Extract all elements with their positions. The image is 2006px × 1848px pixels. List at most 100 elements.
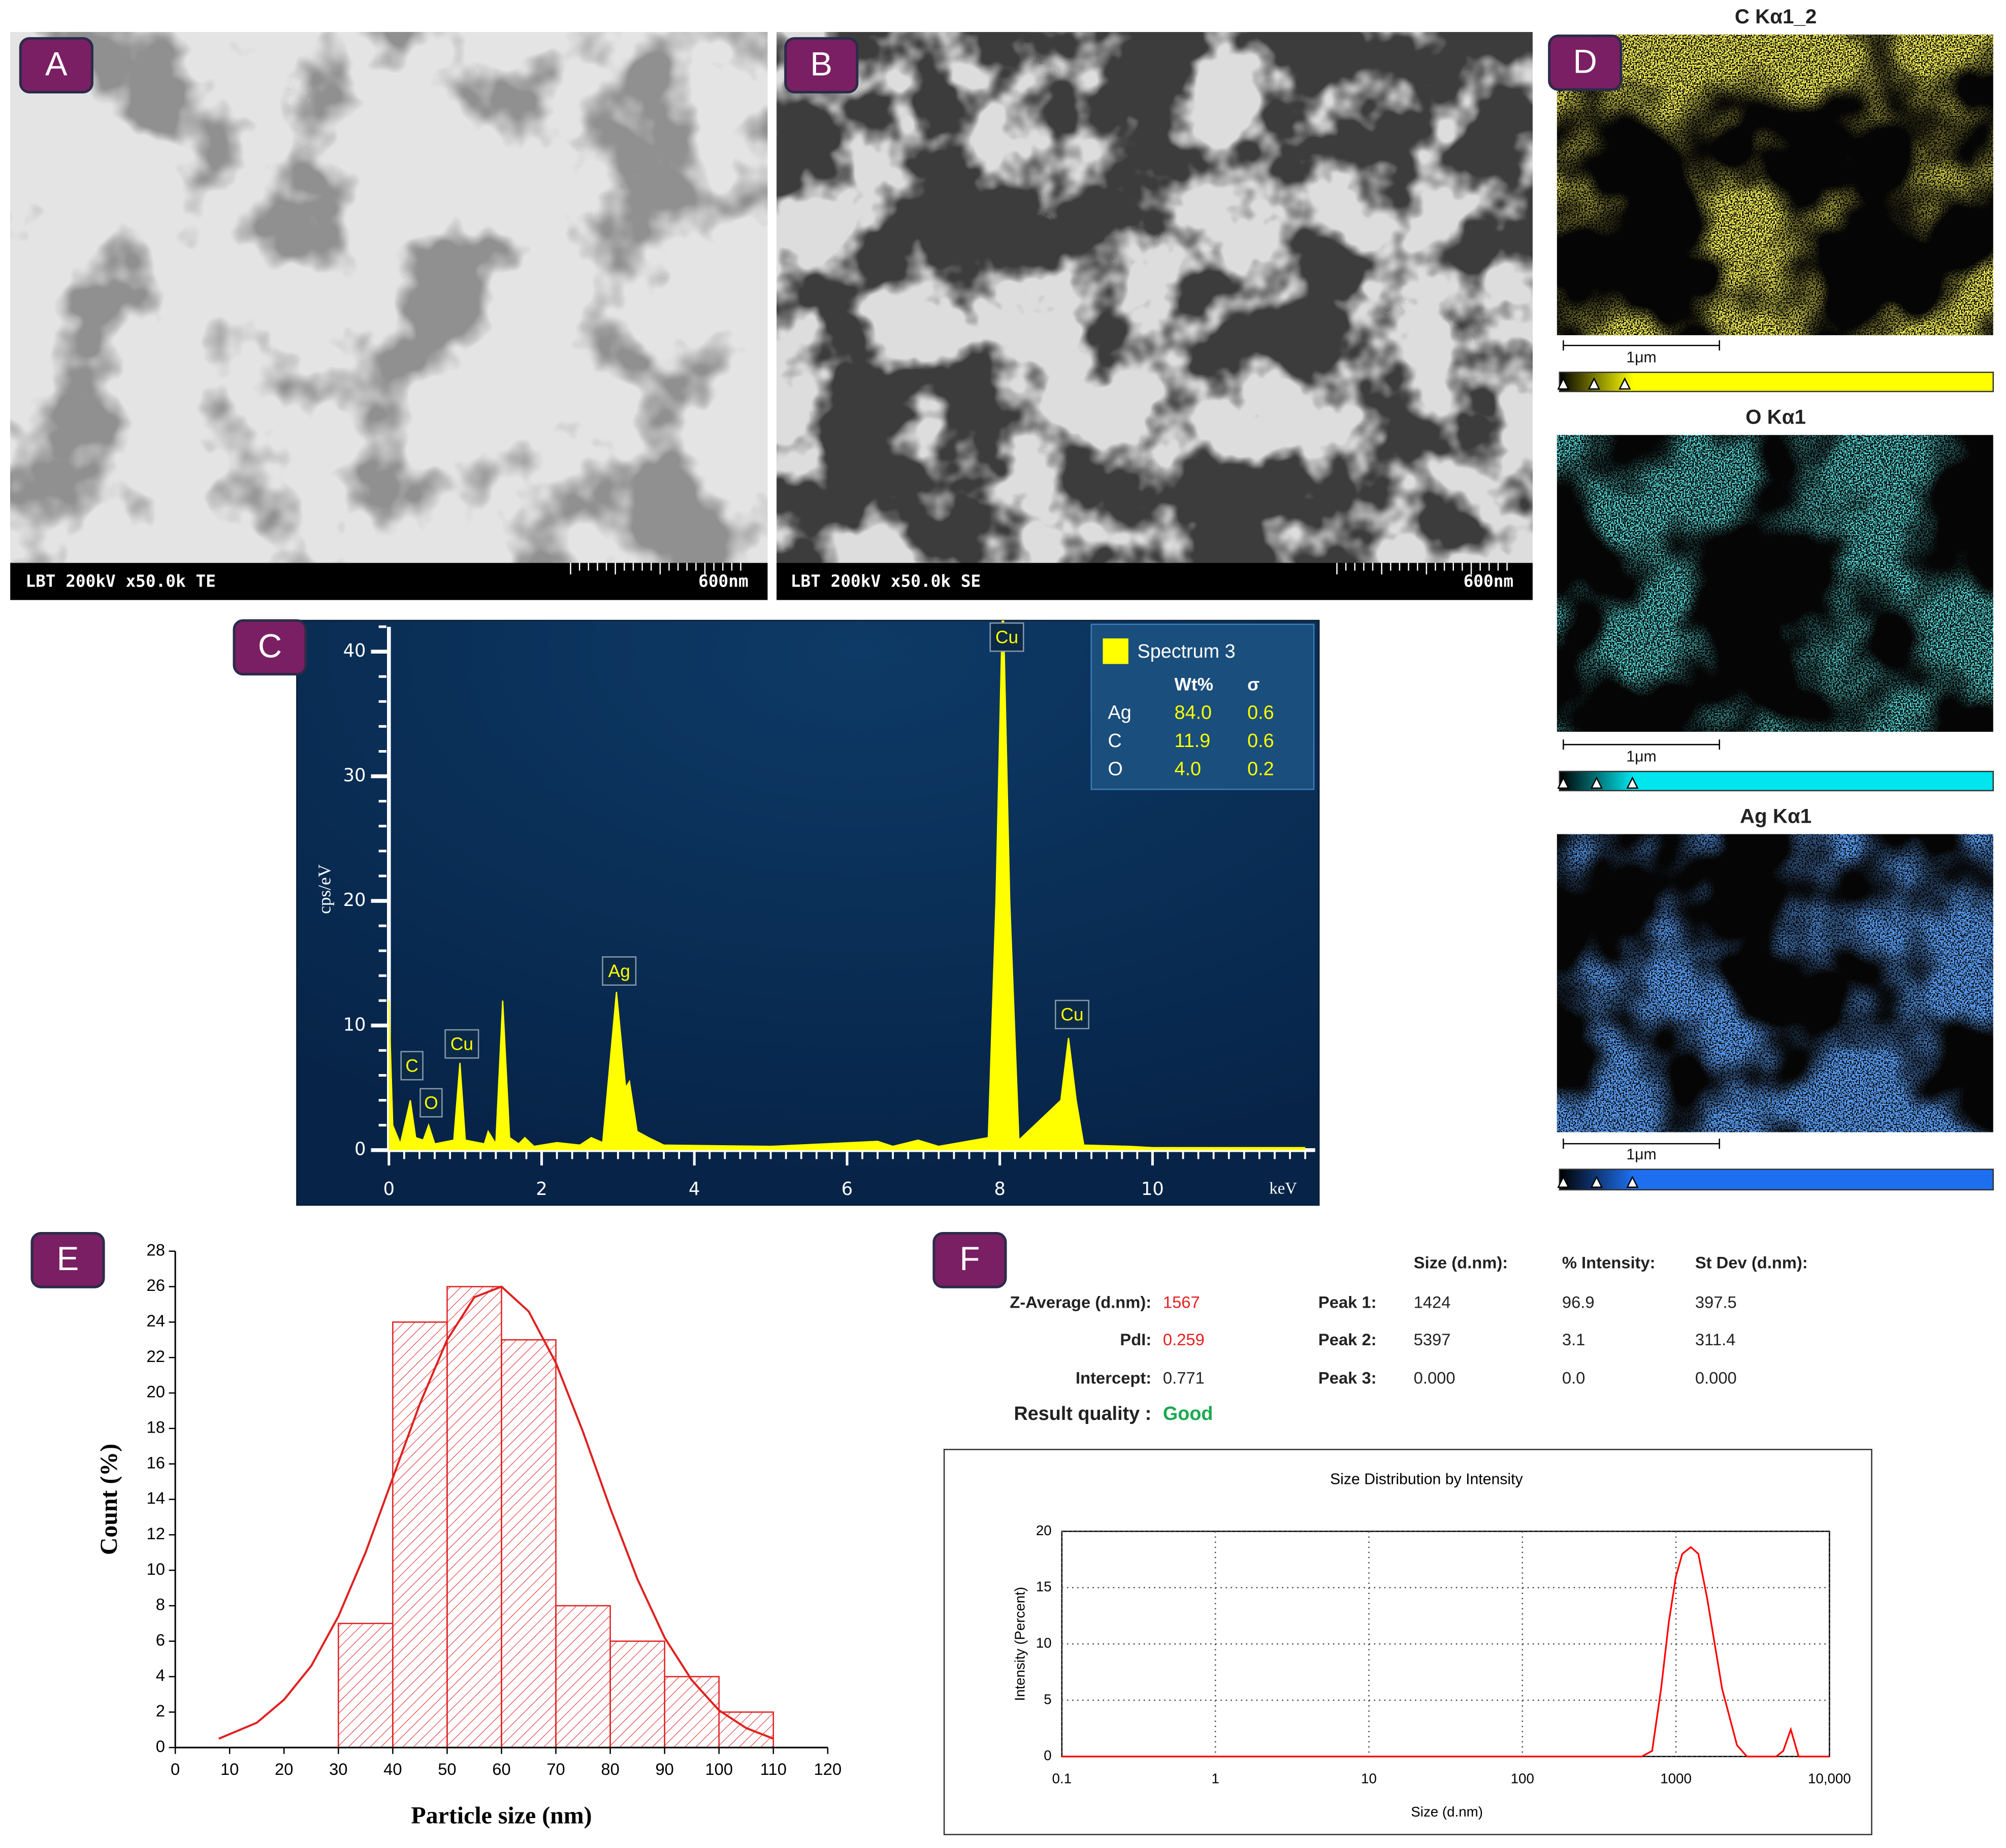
y-tick-label: 0 (1044, 1747, 1051, 1763)
y-tick-label: 10 (147, 1560, 165, 1578)
label-box (1548, 35, 1623, 91)
y-tick-label: 15 (1036, 1579, 1052, 1595)
peak-value: 1424 (1414, 1293, 1451, 1312)
scale-bar (1563, 340, 1720, 351)
peak-label-box (419, 1088, 443, 1118)
legend-name: Spectrum 3 (1138, 641, 1236, 662)
peak-label: Peak 1: (1318, 1293, 1377, 1312)
legend-element: C (1108, 730, 1122, 752)
y-tick-label: 18 (147, 1418, 165, 1437)
area-fill (389, 620, 1306, 1150)
legend-value: 4.0 (1175, 759, 1202, 780)
y-tick-label: 8 (156, 1595, 165, 1614)
y-tick-label: 14 (147, 1488, 165, 1507)
y-tick-label: 0 (354, 1139, 366, 1160)
scale-ticks (1336, 563, 1508, 575)
x-tick-label: 20 (275, 1760, 293, 1778)
x-axis-label: Size (d.nm) (1411, 1804, 1483, 1820)
x-tick-label: 2 (536, 1179, 547, 1199)
legend-column: Wt% (1175, 675, 1213, 695)
panel-c-label: C (233, 619, 307, 676)
level-markers (1557, 1175, 1639, 1188)
chart-title: Size Distribution by Intensity (1330, 1471, 1523, 1488)
label-box (19, 37, 93, 93)
panel-label: A (45, 45, 68, 82)
fit-curve (218, 1285, 774, 1740)
summary-value: Good (1163, 1403, 1213, 1424)
dls-summary: F Size (d.nm): % Intensity: St Dev (d.nm):… (932, 1231, 1872, 1835)
peak-value: 0.000 (1414, 1368, 1455, 1387)
y-tick-label: 10 (1036, 1635, 1052, 1650)
chart-frame (943, 1448, 1872, 1835)
x-tick-label: 50 (438, 1760, 456, 1778)
legend-value: 0.2 (1247, 759, 1274, 780)
peak-label-box (444, 1029, 479, 1059)
column-header: St Dev (d.nm): (1695, 1253, 1808, 1272)
y-axis-label: Intensity (Percent) (1012, 1587, 1028, 1701)
peak-label: Ag (608, 961, 630, 981)
summary-label: Intercept: (1076, 1368, 1151, 1387)
bar (392, 1321, 448, 1748)
scale-bar (1563, 1139, 1720, 1149)
y-tick-label: 22 (147, 1347, 165, 1366)
x-tick-label: 4 (689, 1179, 700, 1199)
column-header: Size (d.nm): (1414, 1253, 1508, 1272)
scale-label: 1μm (1626, 748, 1656, 765)
data-line (1061, 1546, 1830, 1758)
x-tick-label: 80 (601, 1760, 619, 1778)
bar (718, 1711, 774, 1748)
y-tick-label: 2 (156, 1701, 165, 1720)
x-tick-label: 8 (994, 1179, 1005, 1199)
map-title: O Kα1 (1745, 405, 1806, 428)
panel-label: D (1573, 43, 1597, 80)
y-tick-label: 40 (343, 640, 366, 661)
x-tick-label: 10 (1361, 1770, 1377, 1786)
legend-value: 11.9 (1175, 730, 1211, 752)
peak-value: 96.9 (1562, 1293, 1595, 1312)
scale-label: 1μm (1626, 349, 1656, 366)
data-line (388, 620, 1306, 1149)
label-box (233, 619, 307, 676)
x-tick-label: 110 (760, 1760, 787, 1778)
peak-label: Cu (1061, 1005, 1084, 1025)
color-bar (1559, 1169, 1994, 1191)
label-box (30, 1231, 105, 1288)
bar (609, 1640, 665, 1748)
info-bar (776, 563, 1533, 600)
peak-label: O (424, 1093, 438, 1113)
y-tick-label: 28 (147, 1240, 165, 1259)
scale-label: 600nm (698, 571, 749, 591)
peak-value: 0.0 (1562, 1368, 1586, 1387)
map-signal (1557, 435, 1993, 732)
x-tick-label: 70 (546, 1760, 565, 1778)
bar (664, 1676, 720, 1748)
panel-label: C (258, 628, 282, 665)
label-box (932, 1231, 1007, 1288)
caption: LBT 200kV x50.0k SE (791, 571, 981, 591)
peak-value: 3.1 (1562, 1330, 1586, 1349)
bar (555, 1605, 611, 1748)
summary-value: 0.259 (1163, 1330, 1205, 1349)
summary-value: 0.771 (1163, 1368, 1205, 1387)
legend-value: 84.0 (1175, 702, 1212, 724)
peak-value: 397.5 (1695, 1293, 1737, 1312)
x-tick-label: 30 (329, 1760, 347, 1778)
scale-label: 1μm (1626, 1146, 1656, 1163)
scale-bar (1563, 739, 1720, 750)
summary-label: Result quality : (1014, 1403, 1152, 1424)
legend-element: O (1108, 759, 1123, 780)
legend-column: σ (1247, 675, 1259, 695)
y-tick-label: 20 (147, 1382, 165, 1401)
y-tick-label: 0 (156, 1737, 165, 1756)
x-tick-label: 0 (383, 1179, 395, 1199)
panel-e-label: E (30, 1231, 105, 1288)
peak-label-box (400, 1051, 424, 1081)
peak-value: 5397 (1414, 1330, 1451, 1349)
map-title: C Kα1_2 (1735, 5, 1817, 28)
peak-value: 311.4 (1695, 1330, 1736, 1349)
y-tick-label: 12 (147, 1524, 165, 1543)
x-axis-label: Particle size (nm) (411, 1802, 592, 1829)
y-tick-label: 10 (343, 1014, 366, 1035)
